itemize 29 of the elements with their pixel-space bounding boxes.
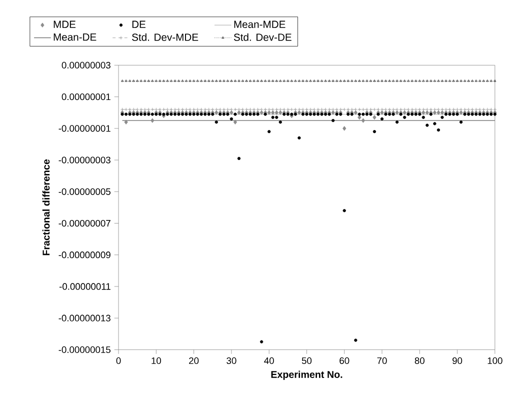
x-tick-label: 100 <box>488 357 502 364</box>
x-tick-label: 70 <box>377 357 387 364</box>
y-tick-label: -0.00000009 <box>58 252 110 258</box>
x-tick-label: 90 <box>452 357 462 364</box>
y-tick-label: 0.00000001 <box>62 93 110 100</box>
legend-label: Std. Dev-MDE <box>132 33 198 41</box>
y-tick-label: 0.00000003 <box>62 62 110 68</box>
y-tick-label: -0.00000007 <box>58 220 110 227</box>
y-tick-label: -0.00000011 <box>59 283 110 290</box>
x-tick-label: 10 <box>152 357 162 364</box>
legend-label: MDE <box>54 20 76 28</box>
y-tick-label: -0.00000013 <box>58 314 110 322</box>
x-tick-label: 0 <box>116 357 121 364</box>
x-tick-label: 80 <box>414 357 424 364</box>
legend-label: Std. Dev-DE <box>234 33 292 41</box>
x-tick-label: 50 <box>302 357 312 364</box>
legend-label: Mean-MDE <box>234 20 286 28</box>
y-tick-label: -0.00000001 <box>58 125 110 132</box>
x-tick-label: 40 <box>264 357 274 364</box>
legend-label: DE <box>132 20 146 28</box>
y-tick-label: -0.00000015 <box>58 346 110 353</box>
x-tick-label: 60 <box>340 357 350 364</box>
y-tick-label: -0.00000003 <box>58 156 110 164</box>
y-tick-label: -0.00000005 <box>58 188 110 195</box>
x-tick-label: 30 <box>226 357 236 364</box>
legend-label: Mean-DE <box>54 33 96 41</box>
x-axis-title: Experiment No. <box>271 370 342 380</box>
x-tick-label: 20 <box>189 357 199 364</box>
y-axis-title: Fractional difference <box>42 159 50 256</box>
